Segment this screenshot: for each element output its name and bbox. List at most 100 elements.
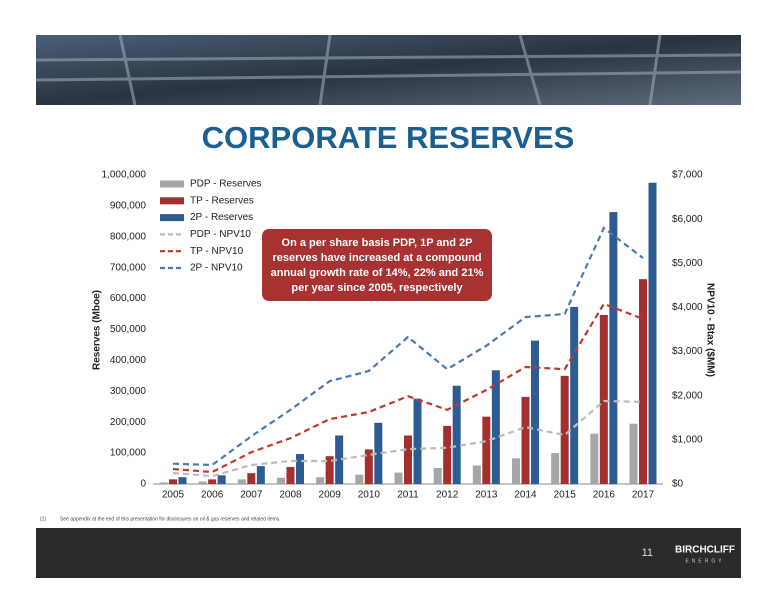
page-number: 11 bbox=[642, 547, 653, 559]
legend-label: 2P - NPV10 bbox=[190, 263, 243, 274]
bar bbox=[355, 474, 364, 484]
legend-label: TP - NPV10 bbox=[190, 246, 244, 257]
footnote-text: See appendix at the end of this presenta… bbox=[60, 516, 281, 522]
annotation-text: per year since 2005, respectively bbox=[291, 282, 463, 294]
bar bbox=[276, 477, 285, 484]
x-tick-label: 2008 bbox=[279, 490, 302, 501]
x-tick-label: 2016 bbox=[593, 490, 616, 501]
y2-tick-label: $2,000 bbox=[672, 390, 703, 401]
x-tick-label: 2014 bbox=[514, 490, 537, 501]
y-tick-label: 1,000,000 bbox=[102, 170, 147, 181]
legend-label: TP - Reserves bbox=[190, 195, 254, 206]
bar bbox=[551, 453, 560, 484]
x-tick-label: 2011 bbox=[397, 490, 419, 501]
bar bbox=[629, 423, 638, 484]
y2-tick-label: $0 bbox=[672, 479, 684, 490]
bar bbox=[247, 473, 256, 484]
x-tick-label: 2017 bbox=[632, 490, 655, 501]
bar bbox=[237, 479, 246, 484]
y-tick-label: 500,000 bbox=[110, 324, 147, 335]
y-tick-label: 400,000 bbox=[110, 355, 147, 366]
bar bbox=[168, 479, 177, 484]
annotation-text: annual growth rate of 14%, 22% and 21% bbox=[271, 267, 484, 279]
bar bbox=[482, 416, 491, 484]
header-image bbox=[36, 35, 741, 105]
x-tick-label: 2005 bbox=[162, 490, 185, 501]
y-tick-label: 100,000 bbox=[110, 448, 147, 459]
bar bbox=[512, 458, 521, 484]
legend-label: 2P - Reserves bbox=[190, 212, 253, 223]
legend-swatch bbox=[160, 197, 184, 205]
bar bbox=[178, 477, 187, 484]
bar bbox=[198, 481, 207, 484]
y-tick-label: 600,000 bbox=[110, 293, 147, 304]
bar bbox=[521, 396, 530, 484]
bar bbox=[286, 467, 295, 484]
bar bbox=[316, 477, 325, 484]
bar bbox=[374, 422, 383, 484]
bar bbox=[364, 449, 373, 484]
bar bbox=[295, 454, 304, 484]
bar bbox=[404, 435, 412, 484]
bar bbox=[531, 340, 540, 484]
y2-tick-label: $1,000 bbox=[672, 434, 703, 445]
y2-tick-label: $7,000 bbox=[672, 170, 703, 181]
bar bbox=[256, 466, 265, 484]
bar bbox=[609, 212, 618, 484]
x-tick-label: 2010 bbox=[358, 490, 381, 501]
slide-title: CORPORATE RESERVES bbox=[202, 120, 575, 155]
bar bbox=[570, 306, 579, 484]
bar bbox=[491, 370, 500, 484]
annotation-text: On a per share basis PDP, 1P and 2P bbox=[282, 237, 473, 249]
logo-text: BIRCHCLIFF bbox=[675, 545, 735, 556]
y2-tick-label: $3,000 bbox=[672, 346, 703, 357]
legend-label: PDP - NPV10 bbox=[190, 229, 251, 240]
bar bbox=[590, 433, 599, 484]
x-tick-label: 2012 bbox=[436, 490, 459, 501]
bar bbox=[159, 482, 168, 484]
annotation-text: reserves have increased at a compound bbox=[272, 252, 481, 264]
legend-swatch bbox=[160, 180, 184, 188]
bar bbox=[325, 456, 334, 484]
bar bbox=[443, 425, 452, 484]
header-pipes bbox=[35, 34, 742, 106]
bar bbox=[599, 314, 608, 484]
bar bbox=[452, 385, 461, 484]
bar bbox=[639, 279, 648, 484]
x-tick-label: 2009 bbox=[319, 490, 342, 501]
bar bbox=[472, 465, 481, 484]
bar bbox=[208, 479, 217, 484]
footer-band bbox=[36, 528, 741, 578]
bar bbox=[648, 182, 657, 484]
bar bbox=[394, 472, 403, 484]
annotation-box bbox=[262, 229, 492, 301]
bar bbox=[560, 375, 569, 484]
logo-subtext: ENERGY bbox=[685, 558, 724, 564]
x-tick-label: 2015 bbox=[554, 490, 577, 501]
legend-label: PDP - Reserves bbox=[190, 179, 262, 190]
x-tick-label: 2007 bbox=[240, 490, 263, 501]
y-tick-label: 0 bbox=[140, 479, 146, 490]
legend-swatch bbox=[160, 214, 184, 222]
y2-tick-label: $6,000 bbox=[672, 214, 703, 225]
y-axis-title: Reserves (Mboe) bbox=[92, 290, 103, 370]
y-tick-label: 900,000 bbox=[110, 201, 147, 212]
y2-tick-label: $4,000 bbox=[672, 302, 703, 313]
y-tick-label: 700,000 bbox=[110, 262, 147, 273]
y-tick-label: 300,000 bbox=[110, 386, 147, 397]
y-tick-label: 800,000 bbox=[110, 231, 147, 242]
bar bbox=[433, 467, 442, 484]
bar bbox=[217, 475, 226, 484]
footnote-marker: (1) bbox=[40, 516, 46, 522]
bar bbox=[335, 435, 344, 484]
line bbox=[172, 226, 644, 467]
x-tick-label: 2006 bbox=[201, 490, 224, 501]
y2-tick-label: $5,000 bbox=[672, 258, 703, 269]
line bbox=[172, 302, 644, 474]
bar bbox=[413, 398, 422, 484]
x-tick-label: 2013 bbox=[475, 490, 498, 501]
y2-axis-title: NPV10 - Btax ($MM) bbox=[704, 283, 715, 377]
y-tick-label: 200,000 bbox=[110, 417, 147, 428]
